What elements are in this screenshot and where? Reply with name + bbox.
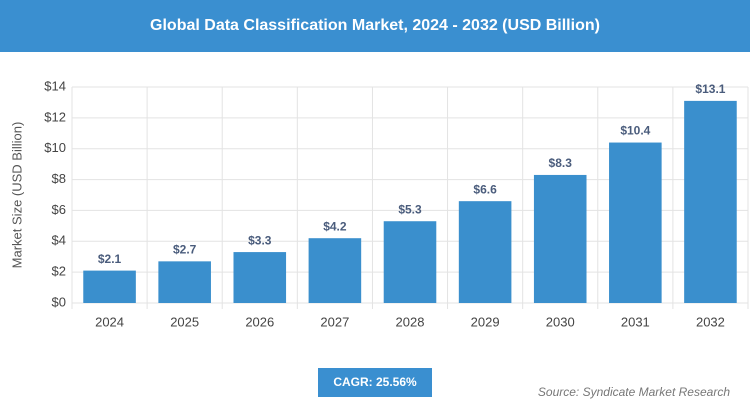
y-tick-label: $4 (52, 233, 66, 248)
bar (233, 252, 287, 303)
x-tick-label: 2029 (471, 314, 500, 329)
value-label: $10.4 (620, 124, 650, 138)
bar (684, 100, 737, 303)
bar (533, 174, 587, 303)
value-label: $6.6 (473, 182, 497, 196)
y-axis-label: Market Size (USD Billion) (9, 122, 24, 269)
bar (609, 142, 662, 303)
title-banner (0, 0, 750, 52)
x-tick-label: 2027 (320, 314, 349, 329)
y-tick-label: $12 (44, 109, 66, 124)
x-tick-label: 2031 (621, 314, 650, 329)
source-note: Source: Syndicate Market Research (538, 385, 730, 399)
y-tick-label: $6 (52, 202, 66, 217)
bar (158, 261, 211, 303)
cagr-label: CAGR: 25.56% (333, 375, 417, 389)
bar (308, 238, 362, 303)
value-label: $8.3 (549, 156, 573, 170)
y-tick-label: $2 (52, 264, 66, 279)
y-tick-label: $14 (44, 78, 66, 93)
y-tick-label: $8 (52, 171, 66, 186)
bar (83, 270, 136, 303)
x-tick-label: 2024 (95, 314, 124, 329)
x-tick-label: 2030 (546, 314, 575, 329)
x-tick-label: 2025 (170, 314, 199, 329)
value-label: $2.7 (173, 243, 197, 257)
cagr-box (318, 368, 432, 397)
value-label: $5.3 (398, 202, 422, 216)
value-label: $4.2 (323, 219, 347, 233)
y-tick-label: $0 (52, 294, 66, 309)
x-tick-label: 2026 (245, 314, 274, 329)
chart-title: Global Data Classification Market, 2024 … (150, 17, 600, 34)
value-label: $3.3 (248, 233, 272, 247)
bar (458, 201, 512, 303)
x-tick-label: 2032 (696, 314, 725, 329)
value-label: $2.1 (98, 252, 122, 266)
value-label: $13.1 (695, 82, 725, 96)
y-tick-label: $10 (44, 140, 66, 155)
bar (383, 221, 437, 303)
x-tick-label: 2028 (396, 314, 425, 329)
